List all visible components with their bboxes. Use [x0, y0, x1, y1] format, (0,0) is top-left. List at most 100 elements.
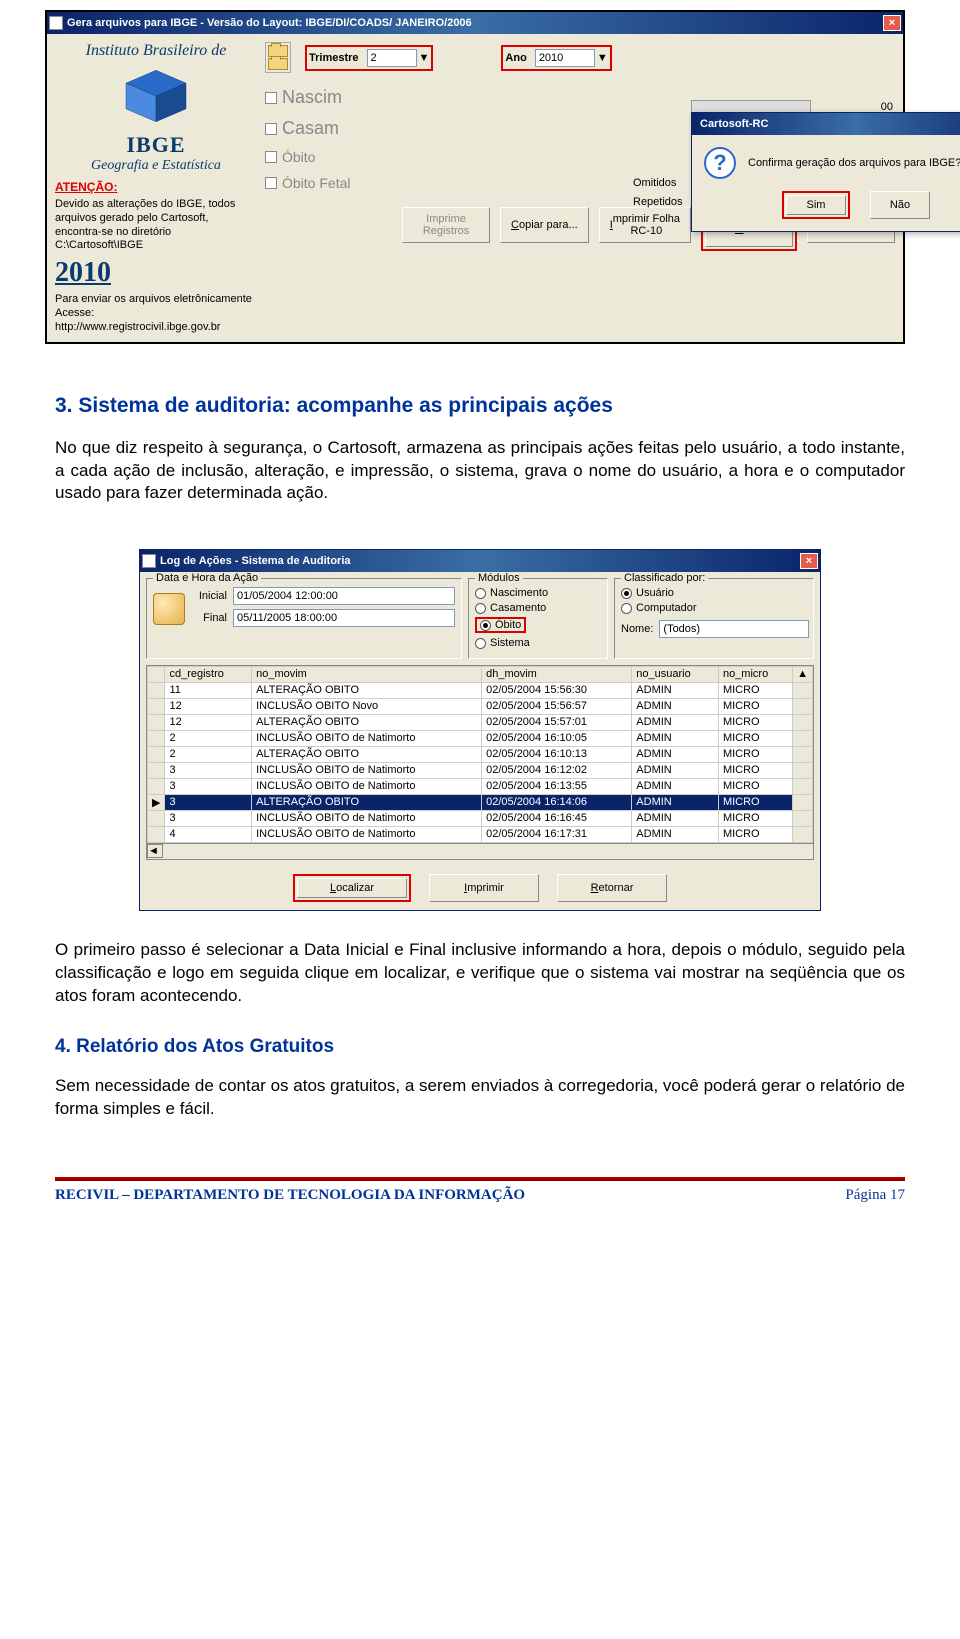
trimestre-input[interactable] [367, 49, 417, 67]
ano-input[interactable] [535, 49, 595, 67]
event-checkbox[interactable] [265, 177, 277, 189]
table-cell: MICRO [718, 778, 792, 794]
radio-icon[interactable] [621, 603, 632, 614]
table-cell: 2 [165, 730, 252, 746]
stats-label: Omitidos [633, 177, 676, 189]
v-scroll-cell[interactable] [793, 730, 813, 746]
table-cell: MICRO [718, 794, 792, 810]
copiar-button[interactable]: Copiar para... [500, 207, 589, 243]
v-scroll-cell[interactable] [793, 698, 813, 714]
event-checkbox[interactable] [265, 123, 277, 135]
radio-icon[interactable] [475, 638, 486, 649]
col-header[interactable]: no_micro [718, 666, 792, 682]
localizar-button[interactable]: Localizar [297, 878, 407, 898]
logo-brand: IBGE [55, 132, 257, 158]
question-icon: ? [704, 147, 736, 179]
radio-label: Sistema [490, 637, 530, 649]
ano-label: Ano [505, 52, 526, 64]
table-cell: 3 [165, 778, 252, 794]
section-4-p1: Sem necessidade de contar os atos gratui… [55, 1075, 905, 1121]
event-label: Nascim [282, 87, 342, 108]
table-row[interactable]: 4INCLUSÃO OBITO de Natimorto02/05/2004 1… [148, 826, 813, 842]
radio-icon[interactable] [475, 603, 486, 614]
confirm-no-button[interactable]: Não [870, 191, 930, 219]
table-row[interactable]: 2ALTERAÇÃO OBITO02/05/2004 16:10:13ADMIN… [148, 746, 813, 762]
table-row[interactable]: 11ALTERAÇÃO OBITO02/05/2004 15:56:30ADMI… [148, 682, 813, 698]
table-row[interactable]: 12INCLUSÃO OBITO Novo02/05/2004 15:56:57… [148, 698, 813, 714]
audit-table: cd_registrono_movimdh_movimno_usuariono_… [147, 666, 813, 843]
table-cell: 02/05/2004 16:10:13 [482, 746, 632, 762]
radio-icon[interactable] [475, 588, 486, 599]
table-cell: ADMIN [632, 826, 719, 842]
v-scroll-head: ▲ [793, 666, 813, 682]
event-checkbox[interactable] [265, 92, 277, 104]
table-row[interactable]: 3INCLUSÃO OBITO de Natimorto02/05/2004 1… [148, 778, 813, 794]
confirm-titlebar[interactable]: Cartosoft-RC × [692, 113, 960, 135]
event-label: Óbito [282, 149, 315, 165]
table-cell: INCLUSÃO OBITO de Natimorto [252, 762, 482, 778]
send-info: Para enviar os arquivos eletrônicamente … [55, 293, 257, 334]
table-cell: INCLUSÃO OBITO Novo [252, 698, 482, 714]
event-checkbox[interactable] [265, 151, 277, 163]
class-radio-row[interactable]: Usuário [621, 587, 807, 599]
module-radio-row[interactable]: Casamento [475, 602, 601, 614]
table-row[interactable]: 3INCLUSÃO OBITO de Natimorto02/05/2004 1… [148, 810, 813, 826]
date-fieldset: Data e Hora da Ação Inicial Final [146, 578, 462, 659]
table-cell: MICRO [718, 826, 792, 842]
radio-label: Nascimento [490, 587, 548, 599]
table-row[interactable]: ▶3ALTERAÇÃO OBITO02/05/2004 16:14:06ADMI… [148, 794, 813, 810]
radio-icon[interactable] [621, 588, 632, 599]
v-scroll-cell[interactable] [793, 682, 813, 698]
col-header[interactable]: cd_registro [165, 666, 252, 682]
audit-title: Log de Ações - Sistema de Auditoria [160, 555, 800, 567]
module-radio-row[interactable]: Óbito [475, 617, 601, 634]
audit-close-icon[interactable]: × [800, 553, 818, 569]
audit-titlebar[interactable]: Log de Ações - Sistema de Auditoria × [140, 550, 820, 572]
v-scroll-cell[interactable] [793, 810, 813, 826]
v-scroll-cell[interactable] [793, 826, 813, 842]
confirm-yes-button[interactable]: Sim [786, 195, 846, 215]
table-row[interactable]: 2INCLUSÃO OBITO de Natimorto02/05/2004 1… [148, 730, 813, 746]
close-icon[interactable]: × [883, 15, 901, 31]
table-row[interactable]: 12ALTERAÇÃO OBITO02/05/2004 15:57:01ADMI… [148, 714, 813, 730]
imprimir-button[interactable]: Imprimir [429, 874, 539, 902]
radio-label: Óbito [495, 619, 521, 631]
row-indicator [148, 826, 165, 842]
titlebar[interactable]: Gera arquivos para IBGE - Versão do Layo… [47, 12, 903, 34]
col-header[interactable]: dh_movim [482, 666, 632, 682]
module-radio-row[interactable]: Nascimento [475, 587, 601, 599]
v-scroll-cell[interactable] [793, 714, 813, 730]
inicial-input[interactable] [233, 587, 455, 605]
final-input[interactable] [233, 609, 455, 627]
v-scroll-cell[interactable] [793, 746, 813, 762]
v-scroll-cell[interactable] [793, 794, 813, 810]
table-cell: 12 [165, 698, 252, 714]
col-header[interactable]: no_movim [252, 666, 482, 682]
table-cell: ADMIN [632, 698, 719, 714]
row-indicator [148, 746, 165, 762]
h-scrollbar[interactable]: ◄ [147, 843, 813, 859]
v-scroll-cell[interactable] [793, 762, 813, 778]
table-cell: ADMIN [632, 714, 719, 730]
audit-grid[interactable]: cd_registrono_movimdh_movimno_usuariono_… [146, 665, 814, 860]
table-cell: MICRO [718, 730, 792, 746]
module-radio-row[interactable]: Sistema [475, 637, 601, 649]
ibge-logo-icon [111, 66, 201, 126]
radio-icon[interactable] [480, 620, 491, 631]
table-cell: 02/05/2004 16:12:02 [482, 762, 632, 778]
v-scroll-cell[interactable] [793, 778, 813, 794]
audit-app-icon [142, 554, 156, 568]
col-header[interactable]: no_usuario [632, 666, 719, 682]
audit-retornar-button[interactable]: Retornar [557, 874, 667, 902]
warning-text: Devido as alterações do IBGE, todos arqu… [55, 198, 257, 253]
nome-input[interactable] [659, 620, 809, 638]
table-cell: MICRO [718, 714, 792, 730]
inicial-label: Inicial [191, 590, 227, 602]
confirm-message: Confirma geração dos arquivos para IBGE? [748, 157, 960, 169]
table-cell: 02/05/2004 15:56:30 [482, 682, 632, 698]
folder-icons[interactable] [265, 42, 291, 73]
row-indicator [148, 730, 165, 746]
table-cell: 3 [165, 810, 252, 826]
class-radio-row[interactable]: Computador [621, 602, 807, 614]
table-row[interactable]: 3INCLUSÃO OBITO de Natimorto02/05/2004 1… [148, 762, 813, 778]
